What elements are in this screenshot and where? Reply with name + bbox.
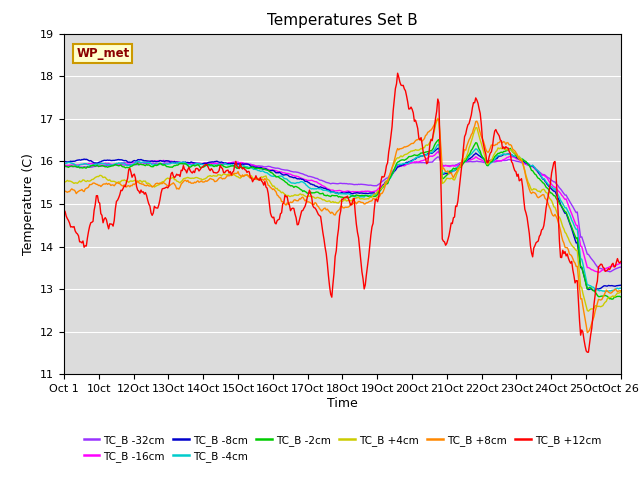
TC_B -4cm (328, 189, 335, 195)
TC_B -2cm (605, 295, 612, 300)
TC_B +8cm (328, 209, 335, 215)
TC_B -8cm (435, 145, 443, 151)
TC_B -16cm (617, 261, 625, 266)
TC_B -32cm (605, 268, 612, 274)
TC_B -4cm (392, 165, 399, 170)
TC_B +4cm (60, 179, 68, 185)
TC_B -16cm (595, 270, 602, 276)
TC_B +12cm (617, 259, 625, 264)
TC_B -4cm (362, 193, 369, 199)
TC_B +4cm (584, 308, 592, 314)
TC_B -2cm (392, 164, 399, 169)
TC_B +12cm (606, 267, 614, 273)
TC_B +8cm (606, 290, 614, 296)
TC_B -32cm (328, 180, 335, 186)
TC_B -32cm (324, 180, 332, 186)
TC_B -2cm (608, 296, 616, 302)
TC_B +8cm (324, 208, 332, 214)
TC_B +4cm (324, 198, 332, 204)
X-axis label: Time: Time (327, 397, 358, 410)
TC_B -16cm (328, 187, 335, 193)
Line: TC_B -8cm: TC_B -8cm (64, 148, 621, 290)
TC_B -4cm (602, 288, 609, 294)
TC_B +12cm (584, 349, 591, 355)
TC_B -2cm (60, 164, 68, 169)
TC_B -4cm (606, 288, 614, 294)
TC_B +12cm (518, 176, 525, 181)
TC_B +4cm (606, 294, 614, 300)
TC_B +12cm (394, 71, 401, 76)
Line: TC_B -4cm: TC_B -4cm (64, 144, 621, 291)
TC_B -2cm (324, 193, 332, 199)
TC_B +12cm (328, 294, 335, 300)
TC_B -16cm (434, 149, 442, 155)
TC_B -16cm (362, 188, 369, 194)
TC_B -16cm (606, 264, 614, 270)
TC_B -2cm (435, 137, 443, 143)
TC_B -8cm (324, 187, 332, 193)
TC_B -8cm (392, 168, 399, 173)
TC_B -8cm (617, 282, 625, 288)
Text: WP_met: WP_met (76, 47, 129, 60)
Line: TC_B +8cm: TC_B +8cm (64, 120, 621, 333)
Legend: TC_B -32cm, TC_B -16cm, TC_B -8cm, TC_B -4cm, TC_B -2cm, TC_B +4cm, TC_B +8cm, T: TC_B -32cm, TC_B -16cm, TC_B -8cm, TC_B … (79, 431, 605, 466)
TC_B +12cm (324, 273, 332, 279)
TC_B -32cm (434, 154, 442, 160)
TC_B +12cm (60, 207, 68, 213)
TC_B -2cm (362, 192, 369, 198)
TC_B -4cm (324, 188, 332, 194)
TC_B +4cm (362, 196, 369, 202)
TC_B -16cm (324, 186, 332, 192)
TC_B +4cm (617, 289, 625, 295)
TC_B +4cm (518, 156, 525, 162)
TC_B +8cm (362, 201, 369, 207)
TC_B -8cm (362, 191, 369, 196)
TC_B -4cm (434, 142, 442, 147)
Line: TC_B -16cm: TC_B -16cm (64, 152, 621, 273)
TC_B -8cm (518, 157, 525, 163)
TC_B +12cm (392, 86, 399, 92)
Title: Temperatures Set B: Temperatures Set B (267, 13, 418, 28)
TC_B -8cm (590, 288, 598, 293)
TC_B -4cm (60, 161, 68, 167)
TC_B -4cm (617, 285, 625, 291)
TC_B +8cm (518, 157, 525, 163)
TC_B -16cm (392, 166, 399, 171)
Line: TC_B -2cm: TC_B -2cm (64, 140, 621, 299)
TC_B +8cm (617, 288, 625, 294)
TC_B -2cm (328, 192, 335, 198)
Line: TC_B +4cm: TC_B +4cm (64, 118, 621, 311)
TC_B +12cm (362, 282, 369, 288)
TC_B -32cm (606, 269, 614, 275)
TC_B +4cm (392, 158, 399, 164)
TC_B -4cm (518, 156, 525, 162)
Line: TC_B -32cm: TC_B -32cm (64, 157, 621, 272)
TC_B +8cm (392, 153, 399, 158)
TC_B +8cm (584, 330, 591, 336)
TC_B -8cm (60, 159, 68, 165)
TC_B -8cm (606, 283, 614, 288)
TC_B -32cm (362, 182, 369, 188)
TC_B -16cm (60, 163, 68, 168)
TC_B -16cm (518, 158, 525, 164)
TC_B +4cm (328, 199, 335, 205)
TC_B -32cm (617, 264, 625, 270)
TC_B -32cm (60, 164, 68, 169)
Line: TC_B +12cm: TC_B +12cm (64, 73, 621, 352)
TC_B -32cm (392, 166, 399, 171)
TC_B -8cm (328, 189, 335, 194)
Y-axis label: Temperature (C): Temperature (C) (22, 153, 35, 255)
TC_B -2cm (617, 294, 625, 300)
TC_B +4cm (434, 115, 442, 121)
TC_B -2cm (518, 156, 525, 162)
TC_B +8cm (60, 188, 68, 194)
TC_B -32cm (518, 160, 525, 166)
TC_B +8cm (435, 117, 443, 122)
